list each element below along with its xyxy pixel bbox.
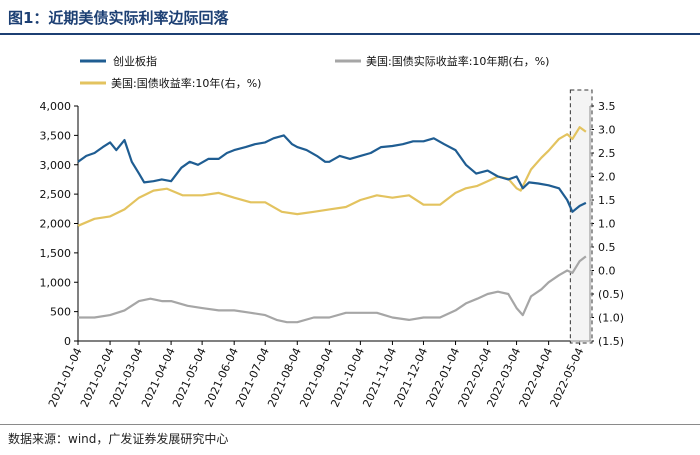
y-left-tick-label: 4,000 [40,100,72,113]
y-right-tick-label: 0.5 [598,241,616,254]
y-left-tick-label: 3,500 [40,129,72,142]
legend-label-chinext: 创业板指 [113,54,157,68]
highlight-rect [569,89,593,344]
highlight-box [569,89,593,344]
line-chinext [77,134,587,213]
source-note: 数据来源：wind，广发证券发展研究中心 [8,432,229,446]
legend-label-real-yield: 美国:国债实际收益率:10年期(右，%) [366,54,549,68]
series-lines [77,126,587,324]
title-bar: 图1：近期美债实际利率边际回落 [0,0,700,36]
title-underline [0,33,700,35]
y-left-tick-label: 1,000 [40,276,72,289]
y-right-tick-label: 3.5 [598,100,616,113]
y-right-tick-label: (1.0) [598,312,624,325]
y-right-tick-label: 0.0 [598,265,616,278]
y-right-tick-label: 1.5 [598,194,616,207]
y-left-tick-label: 2,500 [40,188,72,201]
legend: 创业板指 美国:国债实际收益率:10年期(右，%) 美国:国债收益率:10年(右… [80,54,549,90]
source-divider [0,424,700,425]
legend-label-nominal-yield: 美国:国债收益率:10年(右，%) [111,76,261,90]
y-left-tick-label: 0 [64,335,71,348]
y-left-tick-label: 2,000 [40,218,72,231]
y-right-tick-label: (1.5) [598,335,624,348]
line-real-yield [78,255,587,324]
y-left-tick-label: 500 [50,306,71,319]
chart-area: 创业板指 美国:国债实际收益率:10年期(右，%) 美国:国债收益率:10年(右… [40,54,625,409]
y-right-tick-label: (0.5) [598,288,624,301]
y-right-tick-label: 3.0 [598,124,616,137]
y-right-tick-label: 2.0 [598,171,616,184]
chart-title: 图1：近期美债实际利率边际回落 [8,9,229,27]
line-nominal-yield [77,126,587,227]
y-left-tick-label: 1,500 [40,247,72,260]
y-right-tick-label: 1.0 [598,218,616,231]
y-right-tick-label: 2.5 [598,147,616,160]
y-left-tick-label: 3,000 [40,159,72,172]
